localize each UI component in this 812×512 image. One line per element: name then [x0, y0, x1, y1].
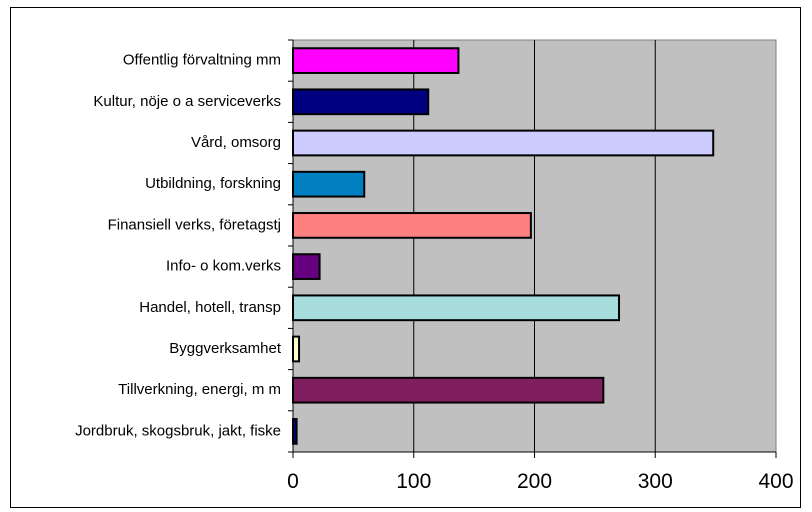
category-label: Offentlig förvaltning mm	[123, 52, 281, 69]
category-label: Finansiell verks, företagstj	[108, 216, 281, 233]
category-label: Utbildning, forskning	[145, 175, 281, 192]
bar	[292, 253, 321, 280]
bar	[292, 294, 621, 322]
category-label: Kultur, nöje o a serviceverks	[93, 93, 281, 110]
category-label: Tillverkning, energi, m m	[118, 381, 281, 398]
bar	[292, 418, 298, 445]
bar	[292, 47, 460, 74]
bar	[292, 212, 532, 239]
bar	[292, 129, 715, 157]
category-label: Byggverksamhet	[169, 340, 282, 357]
x-tick-label: 200	[517, 470, 552, 493]
category-label: Handel, hotell, transp	[139, 299, 281, 316]
bar	[292, 335, 301, 363]
x-tick-label: 400	[758, 470, 793, 493]
bar	[292, 376, 605, 404]
category-label: Jordbruk, skogsbruk, jakt, fiske	[75, 422, 281, 439]
bar	[292, 88, 430, 116]
bar	[292, 170, 366, 198]
x-tick-label: 0	[287, 470, 299, 493]
category-label: Vård, omsorg	[191, 134, 281, 151]
x-tick-label: 300	[638, 470, 673, 493]
x-tick-label: 100	[396, 470, 431, 493]
category-label: Info- o kom.verks	[166, 258, 281, 275]
